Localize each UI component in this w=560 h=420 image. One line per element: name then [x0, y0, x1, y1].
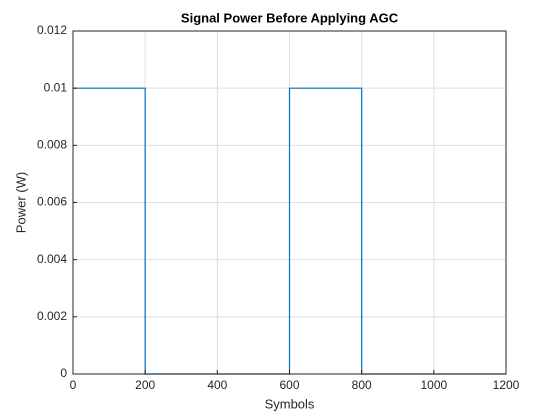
- x-tick-label: 600: [279, 378, 299, 392]
- y-tick-label: 0.006: [37, 195, 67, 209]
- x-tick-label: 1000: [420, 378, 447, 392]
- y-tick-label: 0.01: [44, 80, 68, 94]
- x-tick-label: 800: [352, 378, 372, 392]
- y-tick-label: 0.004: [37, 252, 67, 266]
- data-line: [73, 87, 506, 375]
- x-tick-label: 1200: [493, 378, 520, 392]
- data-layer: [73, 87, 506, 375]
- x-tick-label: 400: [207, 378, 227, 392]
- y-tick-label: 0: [60, 366, 67, 380]
- y-tick-label: 0.012: [37, 23, 67, 37]
- x-tick-label: 0: [70, 378, 77, 392]
- chart-title: Signal Power Before Applying AGC: [181, 10, 399, 25]
- y-axis-label: Power (W): [13, 172, 28, 233]
- x-axis-label: Symbols: [265, 396, 315, 411]
- x-tick-label: 200: [135, 378, 155, 392]
- y-tick-label: 0.008: [37, 138, 67, 152]
- y-tick-label: 0.002: [37, 309, 67, 323]
